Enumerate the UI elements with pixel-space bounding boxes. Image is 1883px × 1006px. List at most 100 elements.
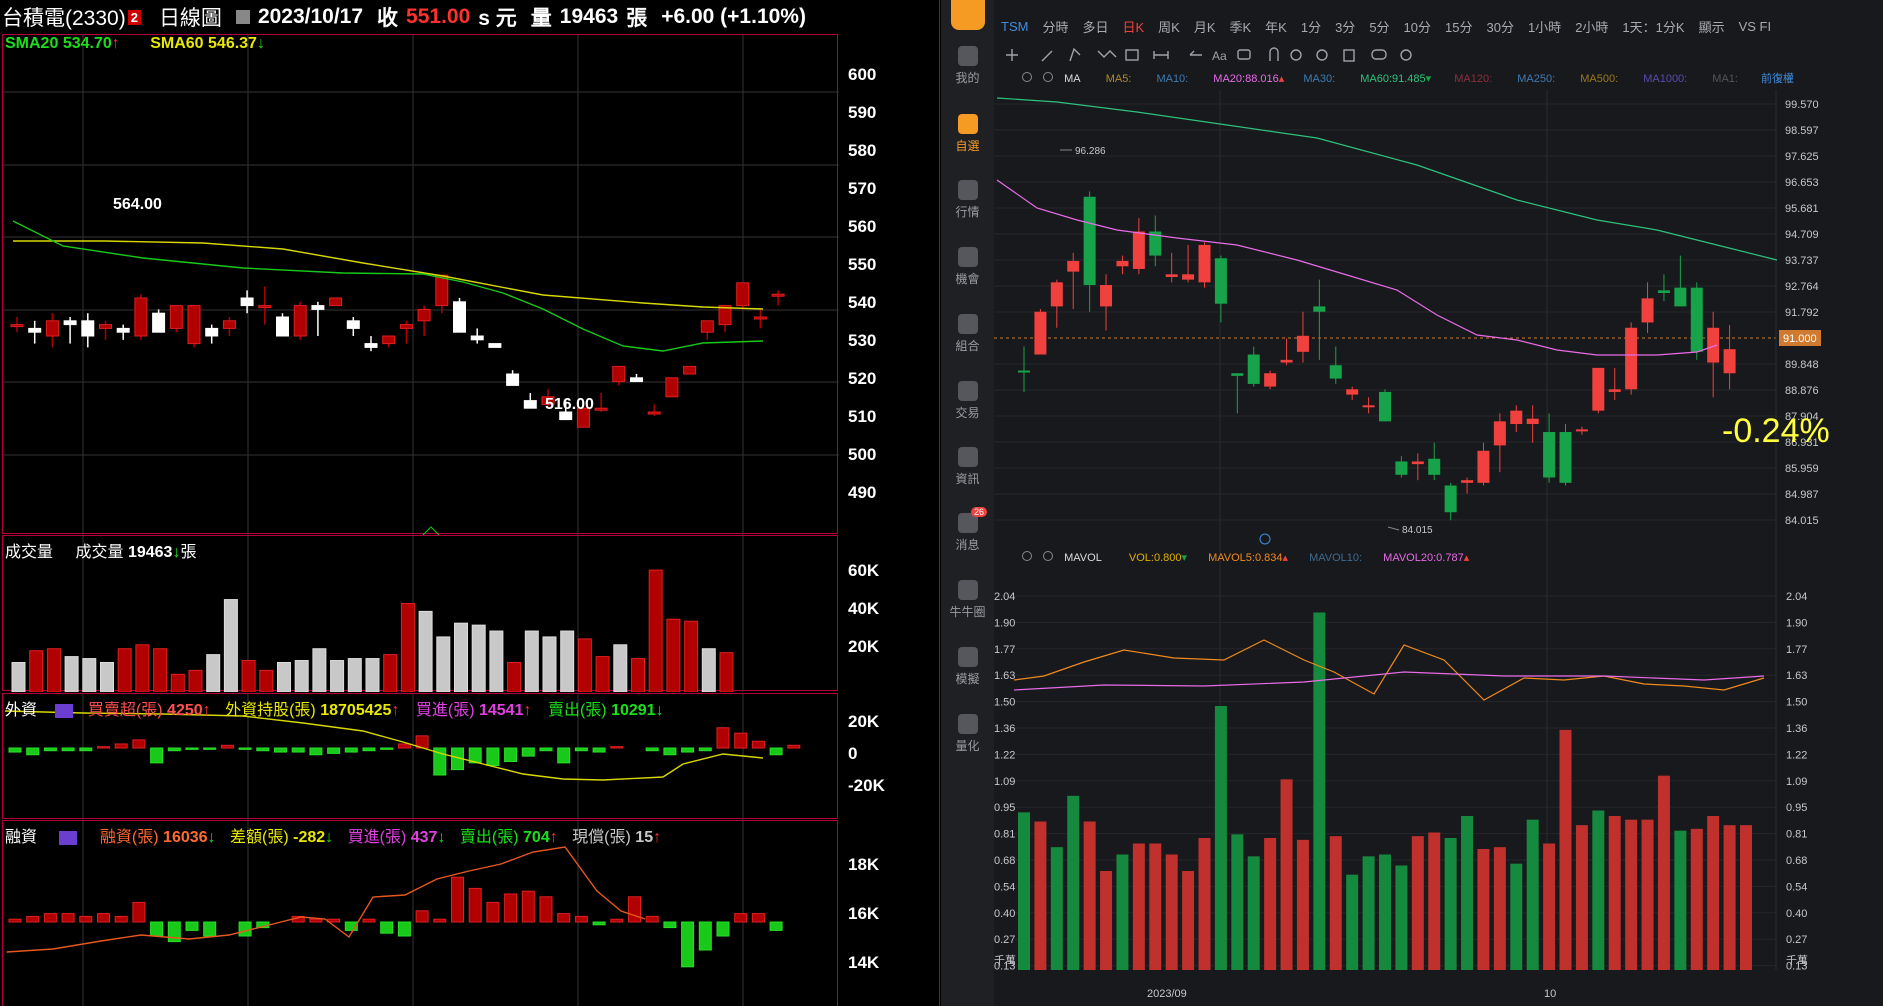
sidebar-item-9[interactable]: 模擬 — [941, 647, 994, 687]
candle-body — [1510, 410, 1523, 425]
ma5-label: MA5: — [1105, 73, 1132, 85]
period-tab-7[interactable]: 年K — [1265, 19, 1287, 35]
sidebar-item-0[interactable]: 我的 — [941, 46, 994, 86]
sidebar-item-7[interactable]: 消息 26 — [941, 507, 994, 553]
margin-panel[interactable]: 融資 融資(張) 16036↓ 差額(張) -282↓ 買進(張) 437↓ 賣… — [2, 820, 838, 1006]
margin-bar — [43, 913, 57, 923]
sidebar-item-4[interactable]: 組合 — [941, 314, 994, 354]
volume-bar — [631, 658, 645, 692]
period-tab-5[interactable]: 月K — [1193, 19, 1216, 35]
sma60-line — [13, 240, 764, 310]
dropdown-icon[interactable] — [235, 10, 250, 24]
candle-body — [1575, 429, 1588, 432]
period-tab-14[interactable]: 1小時 — [1527, 19, 1562, 35]
price-y-tick: 92.764 — [1785, 281, 1819, 293]
volume-bar — [1740, 825, 1752, 970]
ma-close-icon[interactable] — [1043, 72, 1054, 82]
right-chart-svg[interactable]: 99.570 98.597 97.625 96.653 95.681 94.709 93.7… — [994, 90, 1883, 1006]
price-panel[interactable]: SMA20 534.70↑ SMA60 546.37↓ 564.00 516.0… — [2, 34, 839, 535]
sidebar-item-5[interactable]: 交易 — [941, 381, 994, 421]
period-tab-16[interactable]: 1天：1分K — [1622, 19, 1685, 35]
ma-label[interactable]: MA — [1064, 73, 1081, 85]
margin-bar — [539, 896, 553, 923]
candle-body — [1657, 290, 1670, 294]
period-tab-11[interactable]: 10分 — [1403, 19, 1432, 35]
vol-close-icon[interactable] — [1043, 551, 1054, 561]
period-tab-18[interactable]: VS FI — [1738, 18, 1772, 34]
candle-body — [116, 327, 130, 333]
margin-bar — [681, 921, 695, 968]
foreign-holding-line — [4, 710, 764, 781]
price-y-tick: 540 — [848, 293, 877, 312]
vol-settings-icon[interactable] — [1022, 551, 1032, 561]
period-tab-1[interactable]: 分時 — [1042, 19, 1069, 35]
ma20-value: 88.016 — [1245, 73, 1279, 85]
foreign-buysell-arrow: ↑ — [202, 702, 211, 719]
candle-body — [1214, 258, 1227, 304]
sidebar-item-8[interactable]: 牛牛圈 — [941, 580, 994, 620]
volume-bar — [1132, 843, 1145, 970]
sidebar-item-3[interactable]: 機會 — [941, 247, 994, 287]
sidebar-item-6[interactable]: 資訊 — [941, 447, 994, 487]
mavol-label[interactable]: MAVOL — [1064, 552, 1102, 564]
candle-body — [1559, 432, 1572, 483]
sidebar-label: 我的 — [955, 71, 980, 85]
candle-body — [10, 324, 24, 328]
margin-bar — [645, 915, 659, 923]
foreign-bar — [274, 747, 287, 753]
sidebar-item-1[interactable]: 自選 — [941, 114, 994, 154]
margin-list-icon[interactable] — [59, 830, 78, 845]
close-label: 收 — [377, 7, 399, 30]
volume-label: 量 — [530, 7, 552, 30]
close-unit: s 元 — [478, 7, 517, 30]
candle-body — [435, 274, 449, 307]
period-tab-15[interactable]: 2小時 — [1575, 19, 1609, 35]
ma-settings-icon[interactable] — [1022, 72, 1032, 82]
period-tab-6[interactable]: 季K — [1229, 19, 1252, 35]
period-tab-9[interactable]: 3分 — [1335, 19, 1356, 35]
foreign-panel[interactable]: 外資 買賣超(張) 4250↑ 外資持股(張) 18705425↑ 買進(張) … — [2, 693, 838, 820]
mavol10-label: MAVOL10: — [1309, 552, 1363, 564]
foreign-bar — [380, 747, 394, 750]
candle-body — [1411, 461, 1424, 465]
volume-bar — [1559, 729, 1572, 970]
period-label[interactable]: 日線圖 — [158, 7, 222, 30]
volume-title: 成交量 — [5, 544, 54, 561]
vol-y-tick-left: 2.04 — [994, 591, 1015, 603]
foreign-bar — [521, 747, 535, 757]
period-tab-0[interactable]: TSM — [1001, 18, 1029, 34]
app-logo[interactable] — [951, 0, 985, 30]
vol-y-tick: 0.13 — [1786, 961, 1807, 973]
foreign-bar — [645, 747, 659, 752]
volume-bar — [1674, 830, 1687, 970]
vol-y-tick: 1.50 — [1786, 697, 1807, 709]
mavol20-label: MAVOL20: — [1383, 552, 1437, 564]
foreign-bar — [150, 747, 164, 764]
lock-icon — [1290, 49, 1302, 61]
period-tab-3[interactable]: 日K — [1122, 19, 1145, 35]
volume-panel[interactable]: 成交量 成交量 19463↓張 — [2, 535, 838, 692]
price-y-tick: 99.570 — [1785, 99, 1819, 111]
adjust-button[interactable]: 前復權 — [1761, 73, 1795, 85]
foreign-bar — [663, 747, 677, 756]
period-tab-4[interactable]: 周K — [1158, 19, 1180, 35]
candle-body — [1018, 370, 1030, 373]
x-label-sep: 2023/09 — [1147, 988, 1187, 1000]
period-tab-8[interactable]: 1分 — [1300, 19, 1322, 35]
sidebar-item-2[interactable]: 行情 — [941, 180, 994, 220]
drawing-tools-icons[interactable]: Aa — [994, 42, 1494, 68]
margin-legend: 融資 融資(張) 16036↓ 差額(張) -282↓ 買進(張) 437↓ 賣… — [5, 823, 661, 847]
period-tab-2[interactable]: 多日 — [1082, 19, 1109, 35]
volume-bar — [454, 622, 468, 692]
sidebar-item-10[interactable]: 量化 — [941, 714, 994, 754]
foreign-bar — [504, 747, 518, 762]
margin-bar — [26, 915, 40, 923]
period-tab-13[interactable]: 30分 — [1486, 19, 1514, 35]
margin-buy-label: 買進(張) — [347, 829, 407, 846]
period-tab-17[interactable]: 顯示 — [1698, 19, 1725, 35]
vol-value: 0.800 — [1153, 552, 1182, 564]
margin-bar — [557, 913, 571, 923]
foreign-list-icon[interactable] — [55, 703, 74, 718]
period-tab-10[interactable]: 5分 — [1369, 19, 1390, 35]
period-tab-12[interactable]: 15分 — [1445, 19, 1473, 35]
